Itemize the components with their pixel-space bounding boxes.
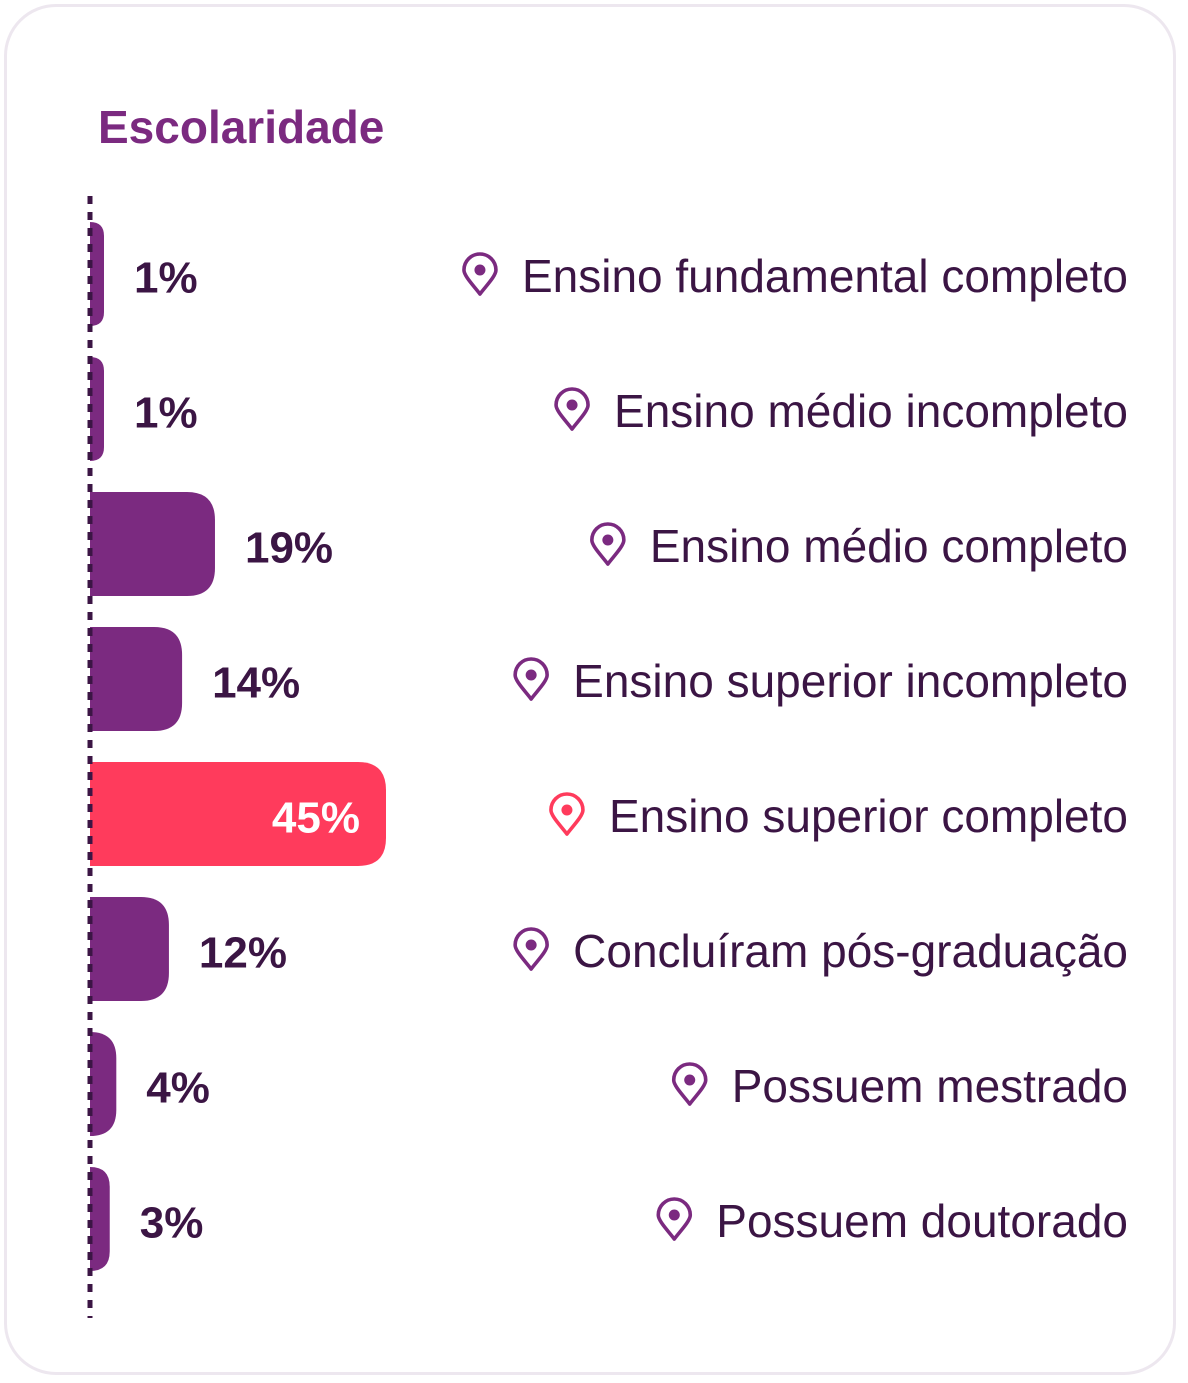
bar-value-label: 19%: [245, 524, 333, 573]
category-label: Possuem doutorado: [716, 1195, 1128, 1247]
category-label: Ensino fundamental completo: [522, 250, 1128, 302]
bar-value-label: 12%: [199, 929, 287, 978]
bar-value-label: 4%: [146, 1064, 210, 1113]
bar: [90, 1032, 117, 1136]
bar: [90, 627, 183, 731]
location-pin-icon: [671, 1062, 708, 1106]
bar: [90, 762, 386, 866]
category-label: Ensino médio incompleto: [614, 385, 1128, 437]
bar: [90, 897, 169, 1001]
chart-title: Escolaridade: [98, 101, 385, 153]
location-pin-icon: [462, 252, 498, 296]
category-label: Ensino superior incompleto: [573, 655, 1128, 707]
bar: [90, 1167, 110, 1271]
location-pin-icon: [590, 522, 626, 566]
location-pin-icon: [549, 792, 585, 836]
location-pin-icon: [513, 657, 549, 701]
bar-value-label: 1%: [134, 254, 198, 303]
bar: [90, 222, 104, 326]
location-pin-icon: [513, 927, 549, 971]
category-label: Ensino médio completo: [650, 520, 1128, 572]
bar: [90, 357, 104, 461]
bar-value-label: 45%: [272, 794, 360, 843]
category-label: Concluíram pós-graduação: [573, 925, 1128, 977]
category-label: Ensino superior completo: [609, 790, 1128, 842]
location-pin-icon: [554, 387, 590, 431]
category-label: Possuem mestrado: [732, 1060, 1128, 1112]
bar-value-label: 1%: [134, 389, 198, 438]
location-pin-icon: [656, 1197, 693, 1241]
bars-layer: [90, 222, 386, 1271]
bar: [90, 492, 215, 596]
bar-value-label: 14%: [212, 659, 300, 708]
labels-layer: 1% Ensino fundamental completo 1% Ensino mé…: [134, 250, 1128, 1248]
bar-value-label: 3%: [140, 1199, 204, 1248]
chart-card: Escolaridade: [4, 4, 1176, 1375]
